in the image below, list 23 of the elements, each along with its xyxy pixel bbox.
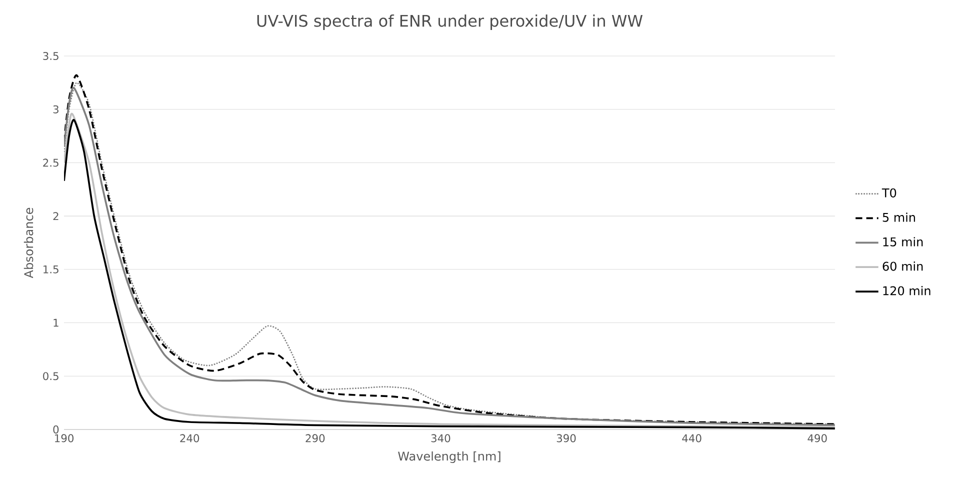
y-tick-label: 1 — [54, 318, 58, 326]
y-axis-title: Absorbance — [24, 208, 34, 278]
x-tick-label: 190 — [55, 434, 74, 442]
x-tick-label: 390 — [556, 434, 576, 442]
legend-label: T0 — [882, 188, 896, 198]
x-tick-label: 290 — [306, 434, 325, 442]
y-tick-label: 2 — [53, 212, 58, 220]
x-axis-title: Wavelength [nm] — [398, 451, 500, 463]
y-tick-label: 1.5 — [44, 265, 58, 274]
x-tick-label: 440 — [682, 434, 702, 442]
y-tick-label: 3.5 — [43, 52, 58, 60]
x-tick-label: 340 — [431, 434, 450, 442]
x-tick-label: 240 — [180, 434, 200, 442]
legend-label: 60 min — [882, 261, 923, 271]
x-tick-label: 490 — [808, 434, 827, 442]
y-tick-label: 0.5 — [43, 372, 58, 380]
legend-label: 15 min — [883, 236, 923, 246]
y-tick-label: 3 — [53, 105, 58, 114]
y-tick-label: 0 — [53, 425, 59, 434]
y-tick-label: 2.5 — [43, 158, 58, 167]
legend-label: 5 min — [882, 212, 916, 222]
chart-title: UV-VIS spectra of ENR under peroxide/UV in WW — [257, 14, 643, 30]
legend-label: 120 min — [883, 286, 930, 296]
